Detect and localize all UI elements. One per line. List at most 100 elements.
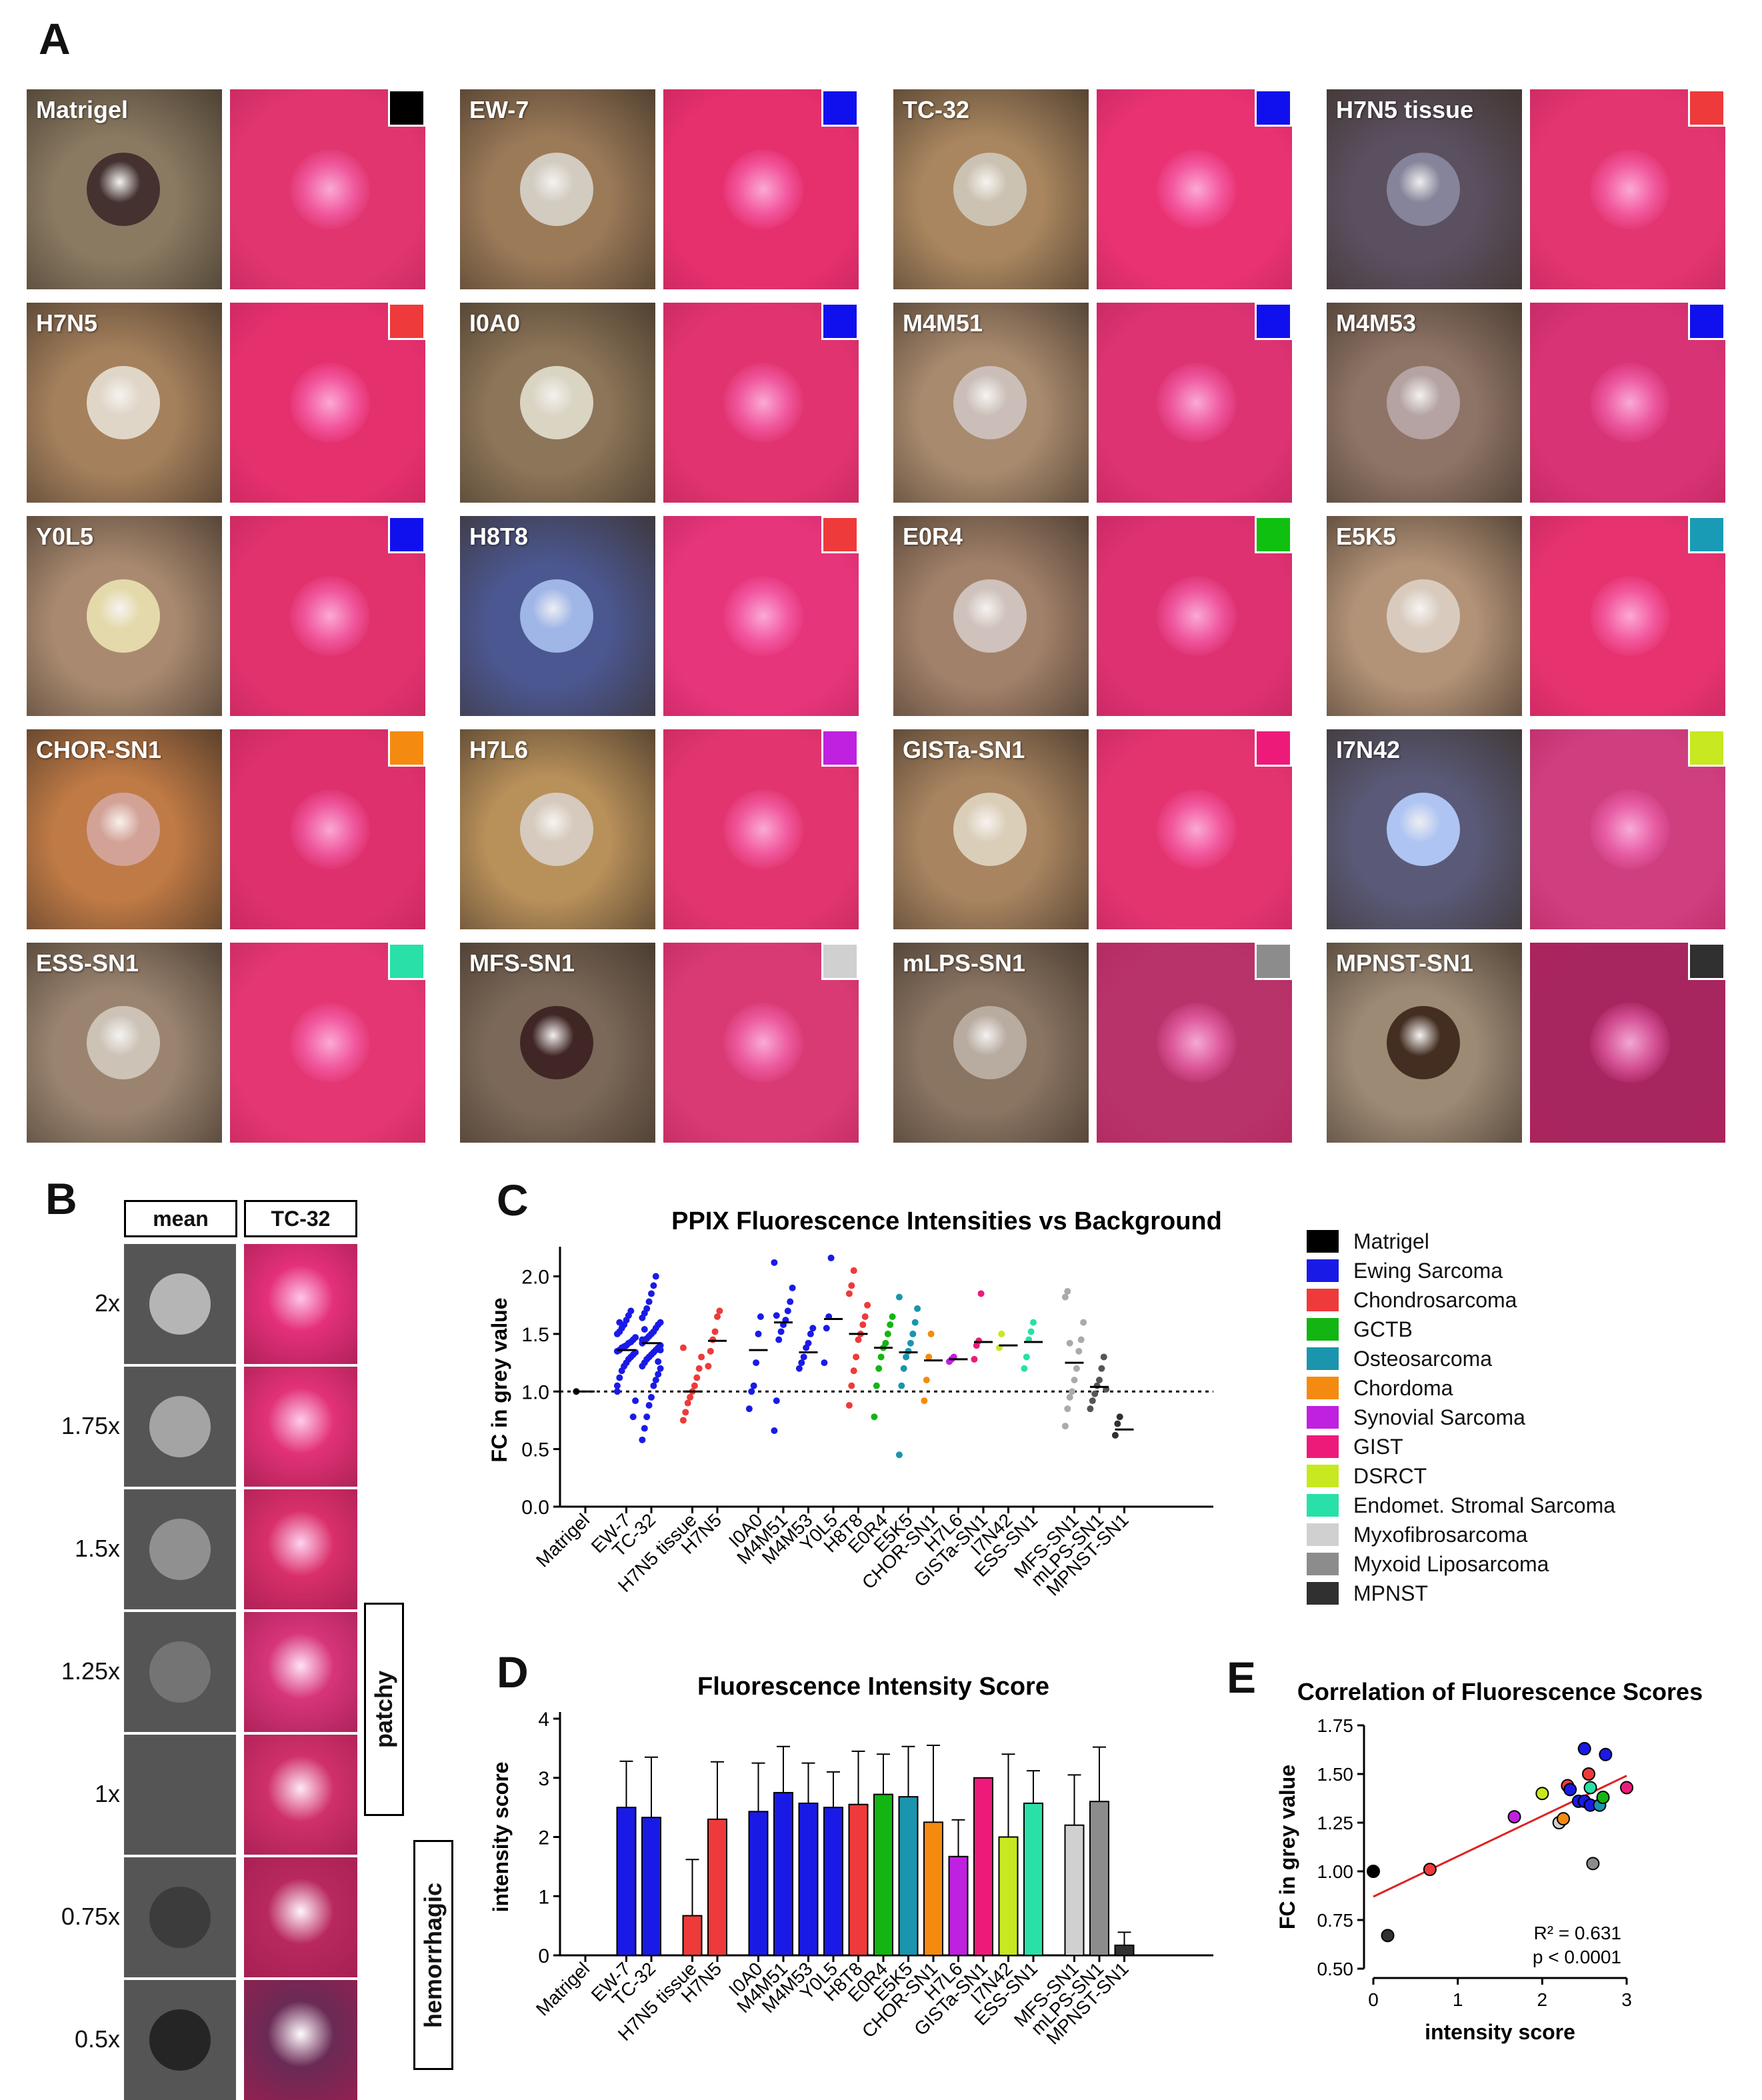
patchy-label: patchy — [370, 1670, 398, 1749]
x-tick-label: Matrigel — [532, 1509, 593, 1571]
entity-color-swatch — [1688, 89, 1725, 127]
legend-label: Endomet. Stromal Sarcoma — [1353, 1493, 1616, 1517]
entity-color-swatch — [1688, 729, 1725, 767]
data-point — [650, 1382, 657, 1389]
tc32-example-photo — [244, 1857, 357, 1977]
data-point — [1114, 1420, 1121, 1427]
fluorescent-spot — [723, 789, 803, 869]
brightfield-photo: H7L6 — [460, 729, 655, 929]
data-point — [687, 1393, 694, 1401]
sample-label: EW-7 — [469, 96, 529, 123]
legend-item: Myxofibrosarcoma — [1307, 1520, 1615, 1549]
fluorescent-spot — [723, 149, 803, 229]
entity-color-swatch — [821, 729, 859, 767]
mean-grey-square — [124, 1244, 236, 1364]
y-tick-label: 0.75 — [1317, 1910, 1354, 1931]
panel-b-scale: mean TC-32 2x 1.75x 1.5x 1.25x 1x 0.75x 0.5x p… — [40, 1200, 467, 2100]
data-point — [616, 1374, 623, 1381]
brightfield-photo: Matrigel — [27, 89, 222, 289]
bar — [1023, 1802, 1043, 1956]
data-point — [903, 1353, 910, 1361]
fluorescent-spot — [723, 576, 803, 656]
data-point — [887, 1321, 894, 1329]
entity-color-swatch — [1255, 729, 1292, 767]
mean-grey-dot — [149, 1396, 211, 1457]
legend-swatch — [1307, 1523, 1339, 1546]
entity-color-swatch — [1688, 516, 1725, 553]
data-point — [1116, 1413, 1123, 1421]
fluorescent-spot — [290, 1003, 370, 1083]
data-point — [845, 1290, 853, 1297]
tumor-graft — [953, 153, 1027, 226]
panel-letter-e: E — [1227, 1653, 1257, 1702]
mean-grey-dot — [149, 1641, 211, 1703]
data-point — [1089, 1397, 1096, 1405]
fluorescent-spot — [290, 149, 370, 229]
bar — [1089, 1801, 1109, 1956]
data-point — [1557, 1812, 1570, 1826]
fluorescence-photo — [1530, 943, 1725, 1143]
data-point — [800, 1353, 807, 1361]
tc32-example-photo — [244, 1367, 357, 1487]
fluorescence-photo — [1097, 89, 1292, 289]
photo-pair: CHOR-SN1 — [27, 729, 425, 929]
data-point — [909, 1330, 917, 1337]
bar — [998, 1836, 1019, 1956]
fluorescence-photo — [230, 943, 425, 1143]
mean-grey-square — [124, 1735, 236, 1855]
brightfield-photo: MPNST-SN1 — [1327, 943, 1522, 1143]
data-point — [616, 1319, 623, 1326]
legend-swatch — [1307, 1465, 1339, 1487]
fluorescent-spot — [1590, 1003, 1670, 1083]
data-point — [877, 1353, 885, 1361]
y-tick-label: 2.0 — [521, 1267, 549, 1289]
data-point — [875, 1365, 883, 1372]
patchy-bracket: patchy — [364, 1603, 404, 1816]
y-axis-label: intensity score — [489, 1762, 513, 1913]
sample-label: TC-32 — [903, 96, 970, 123]
entity-color-swatch — [1255, 943, 1292, 980]
data-point — [1091, 1390, 1099, 1397]
column-header-mean: mean — [124, 1200, 237, 1237]
bar — [798, 1802, 819, 1956]
tumor-graft — [1387, 366, 1460, 439]
chart-e-title: Correlation of Fluorescence Scores — [1297, 1678, 1703, 1705]
sample-label: MPNST-SN1 — [1336, 949, 1474, 977]
entity-color-swatch — [388, 516, 425, 553]
y-tick-label: 0 — [538, 1945, 549, 1967]
data-point — [1075, 1347, 1083, 1355]
mean-grey-dot — [149, 1273, 211, 1335]
panel-a-photo-grid: Matrigel EW-7 TC-32 H7N5 tissue H7N5 I0A0 M4M5… — [27, 89, 1740, 1149]
data-point — [1599, 1747, 1613, 1761]
entity-color-swatch — [1255, 89, 1292, 127]
data-point — [905, 1347, 912, 1355]
data-point — [855, 1336, 862, 1343]
legend-swatch — [1307, 1494, 1339, 1517]
data-point — [975, 1337, 983, 1345]
sample-label: mLPS-SN1 — [903, 949, 1026, 977]
data-point — [682, 1409, 689, 1416]
sample-label: H7N5 tissue — [1336, 96, 1474, 123]
entity-color-swatch — [388, 729, 425, 767]
fluorescence-photo — [663, 943, 859, 1143]
legend-label: Synovial Sarcoma — [1353, 1405, 1525, 1429]
fluorescence-photo — [1530, 729, 1725, 929]
data-point — [648, 1393, 655, 1401]
brightfield-photo: H7N5 tissue — [1327, 89, 1522, 289]
brightfield-photo: H8T8 — [460, 516, 655, 716]
bar — [898, 1796, 919, 1956]
sample-label: I0A0 — [469, 309, 521, 337]
chart-c-fc-grey-value: PPIX Fluorescence Intensities vs Backgro… — [487, 1207, 1222, 1600]
bar — [948, 1855, 969, 1956]
data-point — [889, 1313, 896, 1320]
tumor-graft — [87, 366, 160, 439]
data-point — [648, 1290, 655, 1297]
scale-row-label: 1x — [94, 1780, 120, 1807]
data-point — [821, 1359, 828, 1367]
bar — [923, 1821, 943, 1956]
data-point — [784, 1307, 791, 1315]
tumor-graft — [1387, 1006, 1460, 1079]
entity-color-swatch — [388, 943, 425, 980]
legend-swatch — [1307, 1230, 1339, 1253]
data-point — [655, 1358, 662, 1365]
